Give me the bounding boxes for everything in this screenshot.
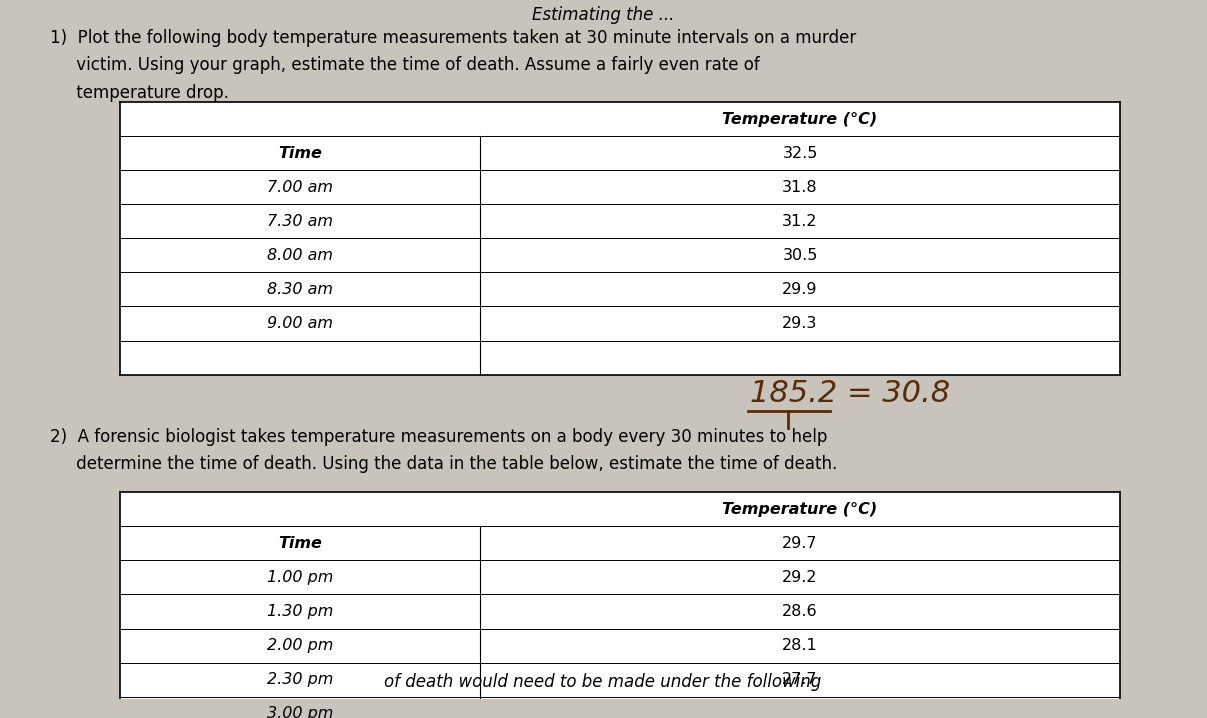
Text: Estimating the ...: Estimating the ... <box>532 6 675 24</box>
Text: 31.8: 31.8 <box>782 180 818 195</box>
Text: temperature drop.: temperature drop. <box>49 84 229 102</box>
Text: 29.7: 29.7 <box>782 536 818 551</box>
Text: 28.6: 28.6 <box>782 604 818 619</box>
Text: 30.5: 30.5 <box>782 248 817 263</box>
Text: of death would need to be made under the following: of death would need to be made under the… <box>384 673 822 691</box>
Text: 27.7: 27.7 <box>782 672 818 687</box>
Text: 8.30 am: 8.30 am <box>267 282 333 297</box>
Text: 29.2: 29.2 <box>782 570 818 585</box>
Text: 2.30 pm: 2.30 pm <box>267 672 333 687</box>
Text: 185.2 = 30.8: 185.2 = 30.8 <box>750 379 950 409</box>
Text: determine the time of death. Using the data in the table below, estimate the tim: determine the time of death. Using the d… <box>49 455 838 473</box>
Text: 2)  A forensic biologist takes temperature measurements on a body every 30 minut: 2) A forensic biologist takes temperatur… <box>49 428 827 446</box>
Text: Temperature (°C): Temperature (°C) <box>722 112 877 126</box>
Text: 7.30 am: 7.30 am <box>267 214 333 229</box>
Text: 9.00 am: 9.00 am <box>267 316 333 331</box>
Bar <box>119 102 1120 375</box>
Bar <box>119 493 1120 718</box>
Text: 31.2: 31.2 <box>782 214 818 229</box>
Text: 1)  Plot the following body temperature measurements taken at 30 minute interval: 1) Plot the following body temperature m… <box>49 29 856 47</box>
Text: Time: Time <box>278 536 322 551</box>
Text: Temperature (°C): Temperature (°C) <box>722 502 877 517</box>
Text: 1.30 pm: 1.30 pm <box>267 604 333 619</box>
Text: Time: Time <box>278 146 322 161</box>
Text: 29.3: 29.3 <box>782 316 817 331</box>
Text: 3.00 pm: 3.00 pm <box>267 706 333 718</box>
Text: 32.5: 32.5 <box>782 146 817 161</box>
Text: 2.00 pm: 2.00 pm <box>267 638 333 653</box>
Text: 29.9: 29.9 <box>782 282 818 297</box>
Text: 1.00 pm: 1.00 pm <box>267 570 333 585</box>
Text: 7.00 am: 7.00 am <box>267 180 333 195</box>
Text: victim. Using your graph, estimate the time of death. Assume a fairly even rate : victim. Using your graph, estimate the t… <box>49 57 759 75</box>
Text: 28.1: 28.1 <box>782 638 818 653</box>
Text: 8.00 am: 8.00 am <box>267 248 333 263</box>
